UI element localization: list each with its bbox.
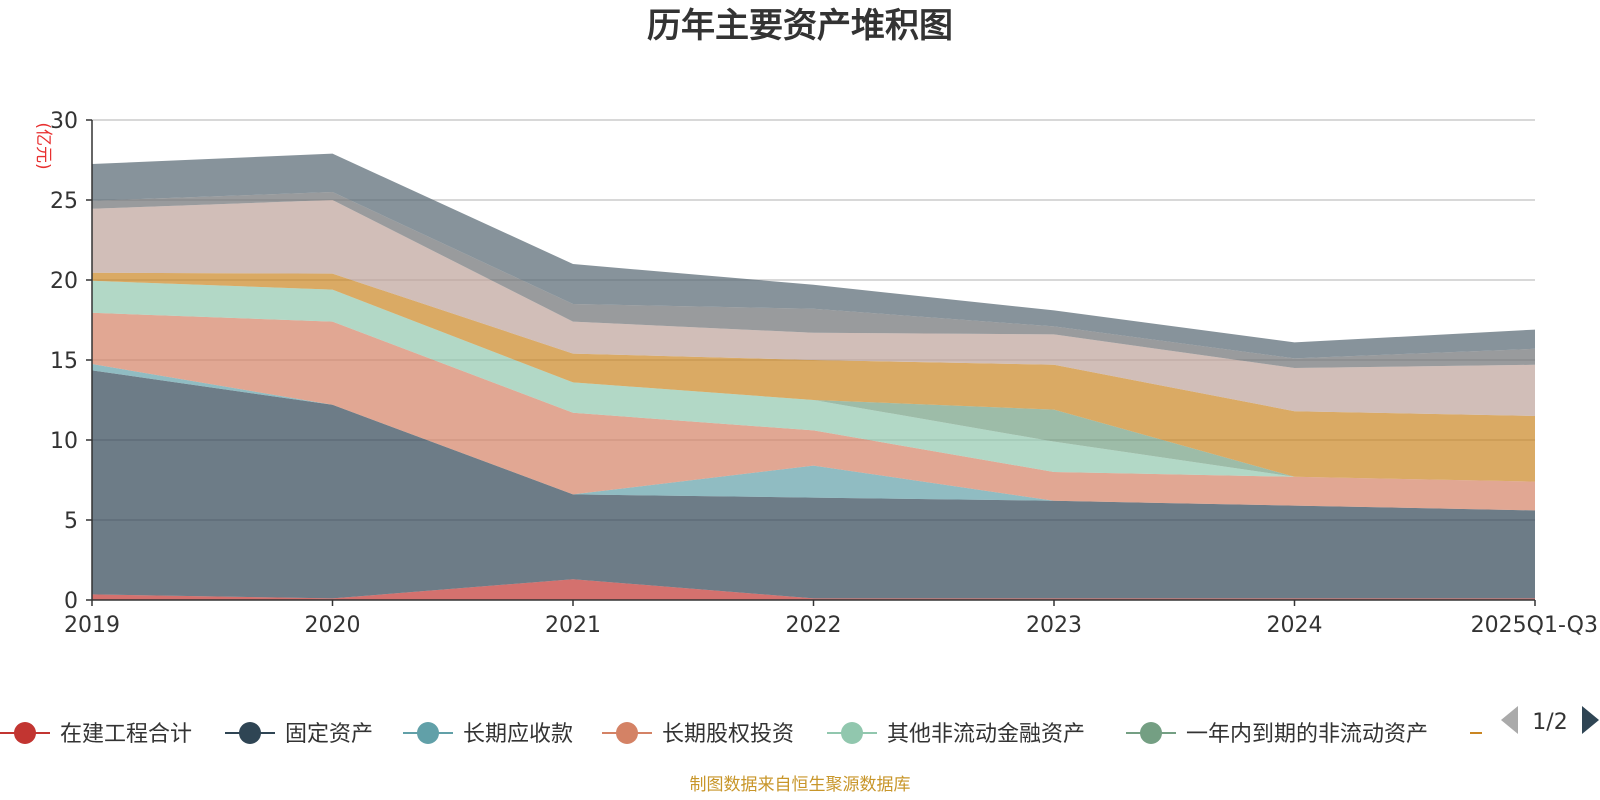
area-series-1 xyxy=(92,579,1535,600)
axes xyxy=(86,119,1536,606)
y-axis-unit-label: (亿元) xyxy=(33,122,53,169)
area-series-group xyxy=(92,153,1535,600)
legend-label: 长期应收款 xyxy=(463,722,573,747)
area-series-10 xyxy=(92,153,1535,359)
area-series-9 xyxy=(92,192,1535,368)
legend-item-6[interactable]: 一年内到期的非流动资产 xyxy=(1126,722,1428,747)
legend-label: 在建工程合计 xyxy=(60,722,192,747)
source-note: 制图数据来自恒生聚源数据库 xyxy=(690,775,911,795)
y-tick-label: 20 xyxy=(50,269,78,294)
area-series-4 xyxy=(92,312,1535,511)
area-series-3 xyxy=(92,364,1535,511)
y-tick-label: 5 xyxy=(64,509,78,534)
y-tick-label: 30 xyxy=(50,109,78,134)
legend-item-5[interactable]: 其他非流动金融资产 xyxy=(827,722,1085,747)
area-series-8 xyxy=(92,200,1535,416)
legend-marker-icon xyxy=(616,722,638,744)
legend-page-indicator: 1/2 xyxy=(1532,710,1567,735)
x-tick-label: 2019 xyxy=(64,613,120,638)
y-tick-labels: 0 5 10 15 20 25 30 xyxy=(50,109,78,614)
legend-marker-icon xyxy=(417,722,439,744)
legend: 在建工程合计 固定资产 长期应收款 长期股权投资 其他非流动金融资产 一年内到期的非流动资… xyxy=(0,722,1482,747)
y-tick-label: 15 xyxy=(50,349,78,374)
x-tick-label: 2025Q1-Q3 xyxy=(1471,613,1598,638)
legend-item-3[interactable]: 长期应收款 xyxy=(403,722,573,747)
legend-next-arrow-icon[interactable] xyxy=(1582,706,1599,734)
legend-label: 固定资产 xyxy=(285,722,373,747)
y-tick-label: 0 xyxy=(64,589,78,614)
area-series-2 xyxy=(92,370,1535,599)
x-tick-label: 2020 xyxy=(305,613,361,638)
legend-label: 其他非流动金融资产 xyxy=(887,722,1085,747)
x-tick-label: 2023 xyxy=(1026,613,1082,638)
legend-pager: 1/2 xyxy=(1501,706,1599,735)
legend-label: 一年内到期的非流动资产 xyxy=(1186,722,1428,747)
legend-marker-icon xyxy=(14,722,36,744)
area-series-7 xyxy=(92,272,1535,482)
legend-prev-arrow-icon[interactable] xyxy=(1501,706,1518,734)
chart-title: 历年主要资产堆积图 xyxy=(647,6,953,46)
x-tick-labels: 2019 2020 2021 2022 2023 2024 2025Q1-Q3 xyxy=(64,613,1598,638)
x-tick-label: 2024 xyxy=(1267,613,1323,638)
legend-marker-icon xyxy=(841,722,863,744)
x-tick-label: 2021 xyxy=(545,613,601,638)
y-tick-label: 25 xyxy=(50,189,78,214)
legend-item-1[interactable]: 在建工程合计 xyxy=(0,722,192,747)
area-series-5 xyxy=(92,280,1535,482)
y-tick-label: 10 xyxy=(50,429,78,454)
legend-marker-icon xyxy=(1140,722,1162,744)
legend-item-2[interactable]: 固定资产 xyxy=(225,722,373,747)
legend-marker-icon xyxy=(239,722,261,744)
x-tick-label: 2022 xyxy=(786,613,842,638)
legend-item-4[interactable]: 长期股权投资 xyxy=(602,722,794,747)
legend-label: 长期股权投资 xyxy=(662,722,794,747)
